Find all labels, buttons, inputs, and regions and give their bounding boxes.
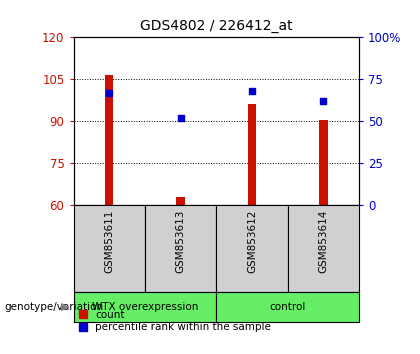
Text: GSM853614: GSM853614 <box>318 210 328 273</box>
Bar <box>248 104 256 205</box>
Bar <box>176 197 185 205</box>
Legend: count, percentile rank within the sample: count, percentile rank within the sample <box>79 310 271 332</box>
Point <box>106 90 113 96</box>
Text: genotype/variation: genotype/variation <box>4 302 103 312</box>
Point <box>249 88 255 94</box>
Text: GSM853612: GSM853612 <box>247 210 257 273</box>
Point <box>177 115 184 121</box>
Text: WTX overexpression: WTX overexpression <box>92 302 198 312</box>
Point <box>320 98 327 104</box>
Text: GSM853613: GSM853613 <box>176 210 186 273</box>
Title: GDS4802 / 226412_at: GDS4802 / 226412_at <box>140 19 293 33</box>
Text: ▶: ▶ <box>61 302 69 312</box>
Bar <box>105 75 113 205</box>
Text: GSM853611: GSM853611 <box>104 210 114 273</box>
Text: control: control <box>270 302 306 312</box>
Bar <box>319 120 328 205</box>
